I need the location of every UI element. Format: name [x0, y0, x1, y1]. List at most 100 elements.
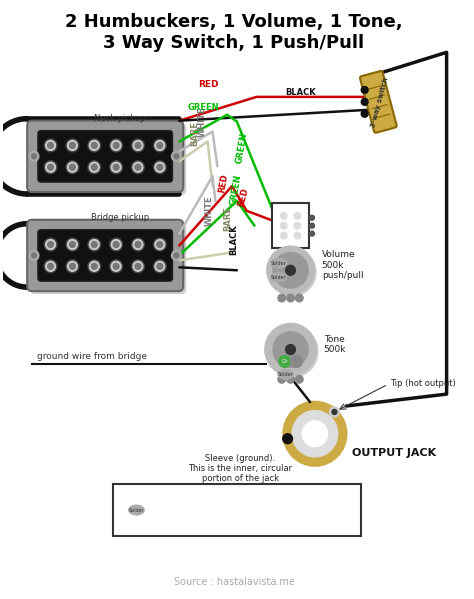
Ellipse shape — [271, 258, 287, 268]
Circle shape — [88, 238, 100, 251]
Circle shape — [132, 161, 144, 174]
Text: Solder: Solder — [278, 372, 293, 377]
Circle shape — [286, 344, 295, 355]
Circle shape — [91, 241, 97, 247]
Circle shape — [113, 264, 119, 270]
Ellipse shape — [271, 273, 287, 282]
FancyBboxPatch shape — [38, 131, 173, 182]
Circle shape — [48, 241, 54, 247]
Circle shape — [66, 238, 79, 251]
Text: Volume
500k
push/pull: Volume 500k push/pull — [322, 250, 364, 280]
FancyBboxPatch shape — [38, 229, 173, 281]
Circle shape — [44, 139, 57, 152]
Circle shape — [361, 110, 368, 117]
Circle shape — [91, 143, 97, 149]
Circle shape — [280, 232, 287, 239]
Circle shape — [295, 294, 303, 302]
FancyBboxPatch shape — [30, 223, 186, 294]
Circle shape — [154, 139, 166, 152]
Circle shape — [294, 222, 301, 229]
Circle shape — [329, 407, 339, 417]
Text: GREEN: GREEN — [188, 103, 220, 112]
Ellipse shape — [278, 370, 293, 379]
Circle shape — [111, 240, 121, 249]
Text: OUTPUT JACK: OUTPUT JACK — [352, 447, 436, 458]
FancyBboxPatch shape — [27, 120, 183, 192]
Text: WHITE: WHITE — [198, 106, 207, 137]
Circle shape — [280, 212, 287, 219]
Circle shape — [111, 261, 121, 271]
FancyBboxPatch shape — [27, 220, 183, 291]
Circle shape — [135, 264, 141, 270]
Circle shape — [88, 260, 100, 273]
Circle shape — [292, 411, 337, 456]
Circle shape — [155, 162, 164, 172]
Circle shape — [46, 162, 55, 172]
Circle shape — [91, 164, 97, 170]
Circle shape — [157, 264, 163, 270]
Circle shape — [283, 434, 292, 444]
Circle shape — [48, 264, 54, 270]
Circle shape — [287, 294, 294, 302]
Circle shape — [70, 241, 75, 247]
FancyBboxPatch shape — [272, 203, 309, 249]
Circle shape — [48, 143, 54, 149]
Circle shape — [66, 161, 79, 174]
Circle shape — [132, 139, 144, 152]
Circle shape — [280, 222, 287, 229]
Circle shape — [132, 260, 144, 273]
Circle shape — [157, 241, 163, 247]
Ellipse shape — [128, 505, 144, 515]
Text: Solder: Solder — [271, 261, 287, 266]
Text: Tone
500k: Tone 500k — [324, 335, 346, 354]
Text: RED: RED — [198, 80, 219, 89]
Circle shape — [174, 154, 179, 159]
Circle shape — [155, 141, 164, 150]
Circle shape — [113, 164, 119, 170]
Circle shape — [70, 164, 75, 170]
Text: BLACK: BLACK — [229, 225, 238, 255]
Circle shape — [113, 143, 119, 149]
Circle shape — [155, 240, 164, 249]
Circle shape — [88, 139, 100, 152]
Text: Solder: Solder — [128, 507, 144, 513]
Circle shape — [332, 410, 337, 415]
Circle shape — [278, 294, 286, 302]
FancyBboxPatch shape — [360, 71, 397, 133]
Circle shape — [133, 240, 143, 249]
Text: BLACK: BLACK — [286, 88, 316, 97]
Circle shape — [273, 332, 308, 367]
Circle shape — [29, 250, 39, 261]
Circle shape — [174, 253, 179, 258]
Circle shape — [133, 162, 143, 172]
Text: BARE: BARE — [190, 122, 199, 146]
Circle shape — [70, 143, 75, 149]
Circle shape — [279, 355, 291, 367]
Circle shape — [46, 240, 55, 249]
Circle shape — [361, 98, 368, 105]
Circle shape — [154, 238, 166, 251]
Text: 3-way switch: 3-way switch — [371, 76, 390, 128]
Text: RED: RED — [218, 173, 229, 193]
Circle shape — [110, 260, 122, 273]
Text: Sleeve (ground).
This is the inner, circular
portion of the jack: Sleeve (ground). This is the inner, circ… — [188, 453, 292, 483]
Circle shape — [310, 223, 314, 228]
Circle shape — [133, 141, 143, 150]
Circle shape — [172, 250, 181, 261]
Circle shape — [46, 261, 55, 271]
Circle shape — [133, 261, 143, 271]
Circle shape — [135, 143, 141, 149]
Text: 2 Humbuckers, 1 Volume, 1 Tone,
3 Way Switch, 1 Push/Pull: 2 Humbuckers, 1 Volume, 1 Tone, 3 Way Sw… — [65, 13, 403, 52]
Circle shape — [157, 143, 163, 149]
Text: Source : hastalavista.me: Source : hastalavista.me — [173, 577, 294, 588]
Text: Bridge pickup: Bridge pickup — [91, 213, 149, 222]
Circle shape — [68, 261, 77, 271]
Circle shape — [91, 264, 97, 270]
Circle shape — [110, 139, 122, 152]
FancyBboxPatch shape — [30, 123, 186, 195]
Text: Gr: Gr — [282, 359, 288, 364]
Circle shape — [267, 247, 314, 294]
Circle shape — [310, 215, 314, 220]
Circle shape — [44, 161, 57, 174]
Text: = location for ground
(earth) connections.: = location for ground (earth) connection… — [152, 499, 271, 521]
